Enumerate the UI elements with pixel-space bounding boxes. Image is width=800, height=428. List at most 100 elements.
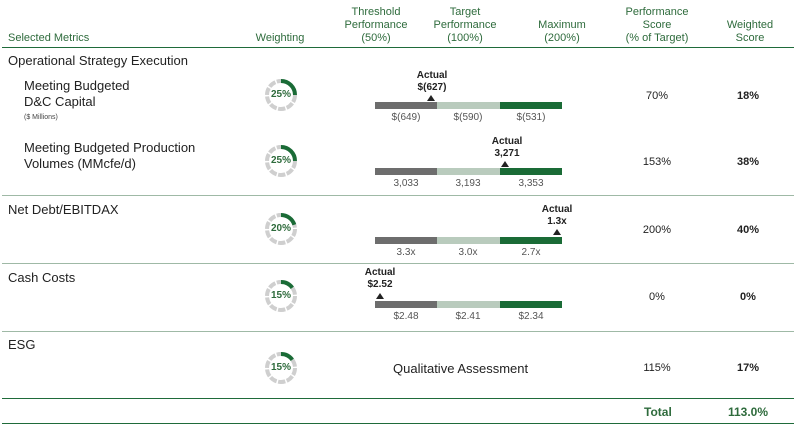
weight-label-net-debt: 20% — [270, 223, 291, 234]
actual-label-net-debt: Actual 1.3x — [522, 204, 592, 228]
weight-ring-svg — [265, 213, 297, 245]
actual-label-production: Actual 3,271 — [472, 136, 542, 160]
header-target-line3: (100%) — [447, 32, 483, 44]
header-weighted-line2: Score — [735, 32, 765, 44]
maximum-segment — [500, 168, 562, 175]
tick-maximum-dc-capital: $(531) — [516, 112, 546, 123]
weight-ring-net-debt — [264, 212, 298, 246]
weight-ring-svg — [265, 352, 297, 384]
metric-net-debt: Net Debt/EBITDAX — [8, 202, 119, 217]
ring-weight-arc — [265, 280, 297, 312]
metric-dc-capital-line1: Meeting Budgeted — [24, 78, 130, 93]
header-score-line3: (% of Target) — [625, 32, 689, 44]
metric-production-line2: Volumes (MMcfe/d) — [24, 156, 136, 171]
weighted-score-cash-costs: 0% — [740, 291, 756, 303]
actual-marker-cash-costs — [376, 293, 384, 299]
ring-weight-arc — [265, 145, 297, 177]
weighted-score-net-debt: 40% — [736, 224, 760, 236]
header-target-line2: Performance — [433, 19, 497, 31]
metric-esg: ESG — [8, 337, 36, 352]
ring-weight-arc — [265, 352, 297, 384]
total-label: Total — [644, 405, 672, 419]
total-divider — [2, 398, 794, 399]
qualitative-assessment: Qualitative Assessment — [393, 361, 529, 376]
maximum-segment — [500, 102, 562, 109]
weight-ring-cash-costs — [264, 279, 298, 313]
weight-ring-esg — [264, 351, 298, 385]
weight-ring-svg — [265, 79, 297, 111]
tick-target-dc-capital: $(590) — [453, 112, 483, 123]
header-target: Target Performance (100%) — [420, 6, 510, 45]
performance-score-dc-capital: 70% — [645, 90, 669, 102]
actual-marker-net-debt — [553, 229, 561, 235]
header-threshold-line1: Threshold — [351, 6, 401, 18]
weight-ring-dc-capital — [264, 78, 298, 112]
header-weighted-score: Weighted Score — [710, 19, 790, 45]
section-title: Operational Strategy Execution — [8, 53, 188, 68]
actual-caption: Actual — [491, 136, 523, 147]
header-divider — [2, 47, 794, 48]
weighted-score-esg: 17% — [736, 362, 760, 374]
header-threshold-line3: (50%) — [361, 32, 391, 44]
performance-score-cash-costs: 0% — [649, 291, 665, 303]
weight-ring-production — [264, 144, 298, 178]
header-maximum-line2: (200%) — [544, 32, 580, 44]
threshold-segment — [375, 168, 437, 175]
target-segment — [437, 168, 500, 175]
weight-label-production: 25% — [270, 155, 291, 166]
header-weighting: Weighting — [255, 32, 305, 44]
actual-caption: Actual — [364, 267, 396, 278]
metric-dc-capital: Meeting Budgeted D&C Capital ($ Millions… — [24, 78, 130, 126]
header-threshold: Threshold Performance (50%) — [336, 6, 416, 45]
actual-value: 1.3x — [547, 216, 567, 227]
weight-label-esg: 15% — [270, 362, 291, 373]
total-value: 113.0% — [727, 405, 769, 419]
actual-value: $(627) — [417, 82, 447, 93]
target-segment — [437, 301, 500, 308]
target-segment — [437, 102, 500, 109]
bottom-rule — [2, 423, 794, 424]
actual-marker-dc-capital — [427, 95, 435, 101]
tick-threshold-production: 3,033 — [393, 178, 419, 189]
weight-label-dc-capital: 25% — [270, 89, 291, 100]
ring-weight-arc — [265, 213, 297, 245]
metric-cash-costs: Cash Costs — [8, 270, 76, 285]
maximum-segment — [500, 301, 562, 308]
tick-target-cash-costs: $2.41 — [455, 311, 481, 322]
header-score-line2: Score — [642, 19, 672, 31]
row-divider — [2, 263, 794, 264]
row-divider — [2, 195, 794, 196]
weight-ring-svg — [265, 280, 297, 312]
metric-dc-capital-line2: D&C Capital — [24, 94, 96, 109]
tick-threshold-cash-costs: $2.48 — [393, 311, 419, 322]
actual-value: 3,271 — [494, 148, 520, 159]
header-target-line1: Target — [449, 6, 481, 18]
header-maximum: Maximum (200%) — [522, 19, 602, 45]
header-threshold-line2: Performance — [344, 19, 408, 31]
weight-label-cash-costs: 15% — [270, 290, 291, 301]
tick-maximum-net-debt: 2.7x — [521, 247, 541, 258]
header-maximum-line1: Maximum — [538, 19, 586, 31]
threshold-segment — [375, 301, 437, 308]
actual-caption: Actual — [416, 70, 448, 81]
weighted-score-dc-capital: 18% — [736, 90, 760, 102]
actual-label-cash-costs: Actual $2.52 — [345, 267, 415, 291]
actual-caption: Actual — [541, 204, 573, 215]
row-divider — [2, 331, 794, 332]
target-segment — [437, 237, 500, 244]
metric-production-line1: Meeting Budgeted Production — [24, 140, 196, 155]
tick-target-net-debt: 3.0x — [458, 247, 478, 258]
maximum-segment — [500, 237, 562, 244]
header-selected-metrics: Selected Metrics — [8, 32, 90, 44]
ring-weight-arc — [265, 79, 297, 111]
performance-score-net-debt: 200% — [642, 224, 672, 236]
actual-marker-production — [501, 161, 509, 167]
tick-threshold-dc-capital: $(649) — [391, 112, 421, 123]
tick-maximum-production: 3,353 — [518, 178, 544, 189]
weighted-score-production: 38% — [736, 156, 760, 168]
threshold-segment — [375, 237, 437, 244]
tick-threshold-net-debt: 3.3x — [396, 247, 416, 258]
tick-target-production: 3,193 — [455, 178, 481, 189]
metric-dc-capital-unit: ($ Millions) — [24, 114, 58, 121]
tick-maximum-cash-costs: $2.34 — [518, 311, 544, 322]
